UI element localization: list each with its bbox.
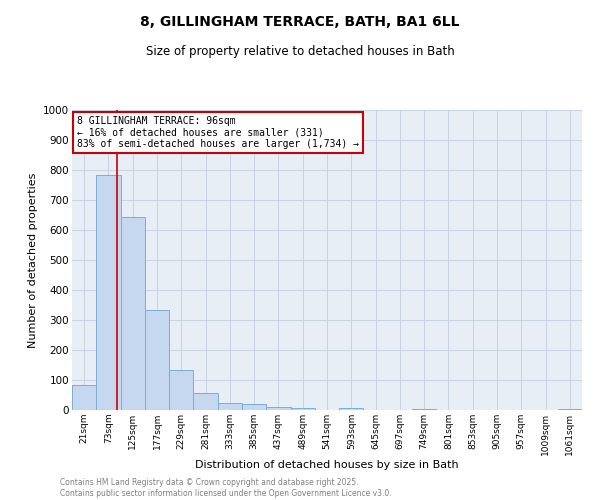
Y-axis label: Number of detached properties: Number of detached properties xyxy=(28,172,38,348)
Bar xyxy=(169,370,193,410)
Bar xyxy=(266,407,290,410)
Bar xyxy=(145,310,169,410)
Bar xyxy=(558,408,582,410)
Text: 8, GILLINGHAM TERRACE, BATH, BA1 6LL: 8, GILLINGHAM TERRACE, BATH, BA1 6LL xyxy=(140,15,460,29)
Text: Contains HM Land Registry data © Crown copyright and database right 2025.
Contai: Contains HM Land Registry data © Crown c… xyxy=(60,478,392,498)
X-axis label: Distribution of detached houses by size in Bath: Distribution of detached houses by size … xyxy=(195,460,459,470)
Bar xyxy=(96,175,121,410)
Bar xyxy=(121,216,145,410)
Bar xyxy=(72,385,96,410)
Text: Size of property relative to detached houses in Bath: Size of property relative to detached ho… xyxy=(146,45,454,58)
Bar xyxy=(193,393,218,410)
Bar xyxy=(339,408,364,410)
Text: 8 GILLINGHAM TERRACE: 96sqm
← 16% of detached houses are smaller (331)
83% of se: 8 GILLINGHAM TERRACE: 96sqm ← 16% of det… xyxy=(77,116,359,149)
Bar xyxy=(218,402,242,410)
Bar xyxy=(242,404,266,410)
Bar xyxy=(290,408,315,410)
Bar xyxy=(412,408,436,410)
